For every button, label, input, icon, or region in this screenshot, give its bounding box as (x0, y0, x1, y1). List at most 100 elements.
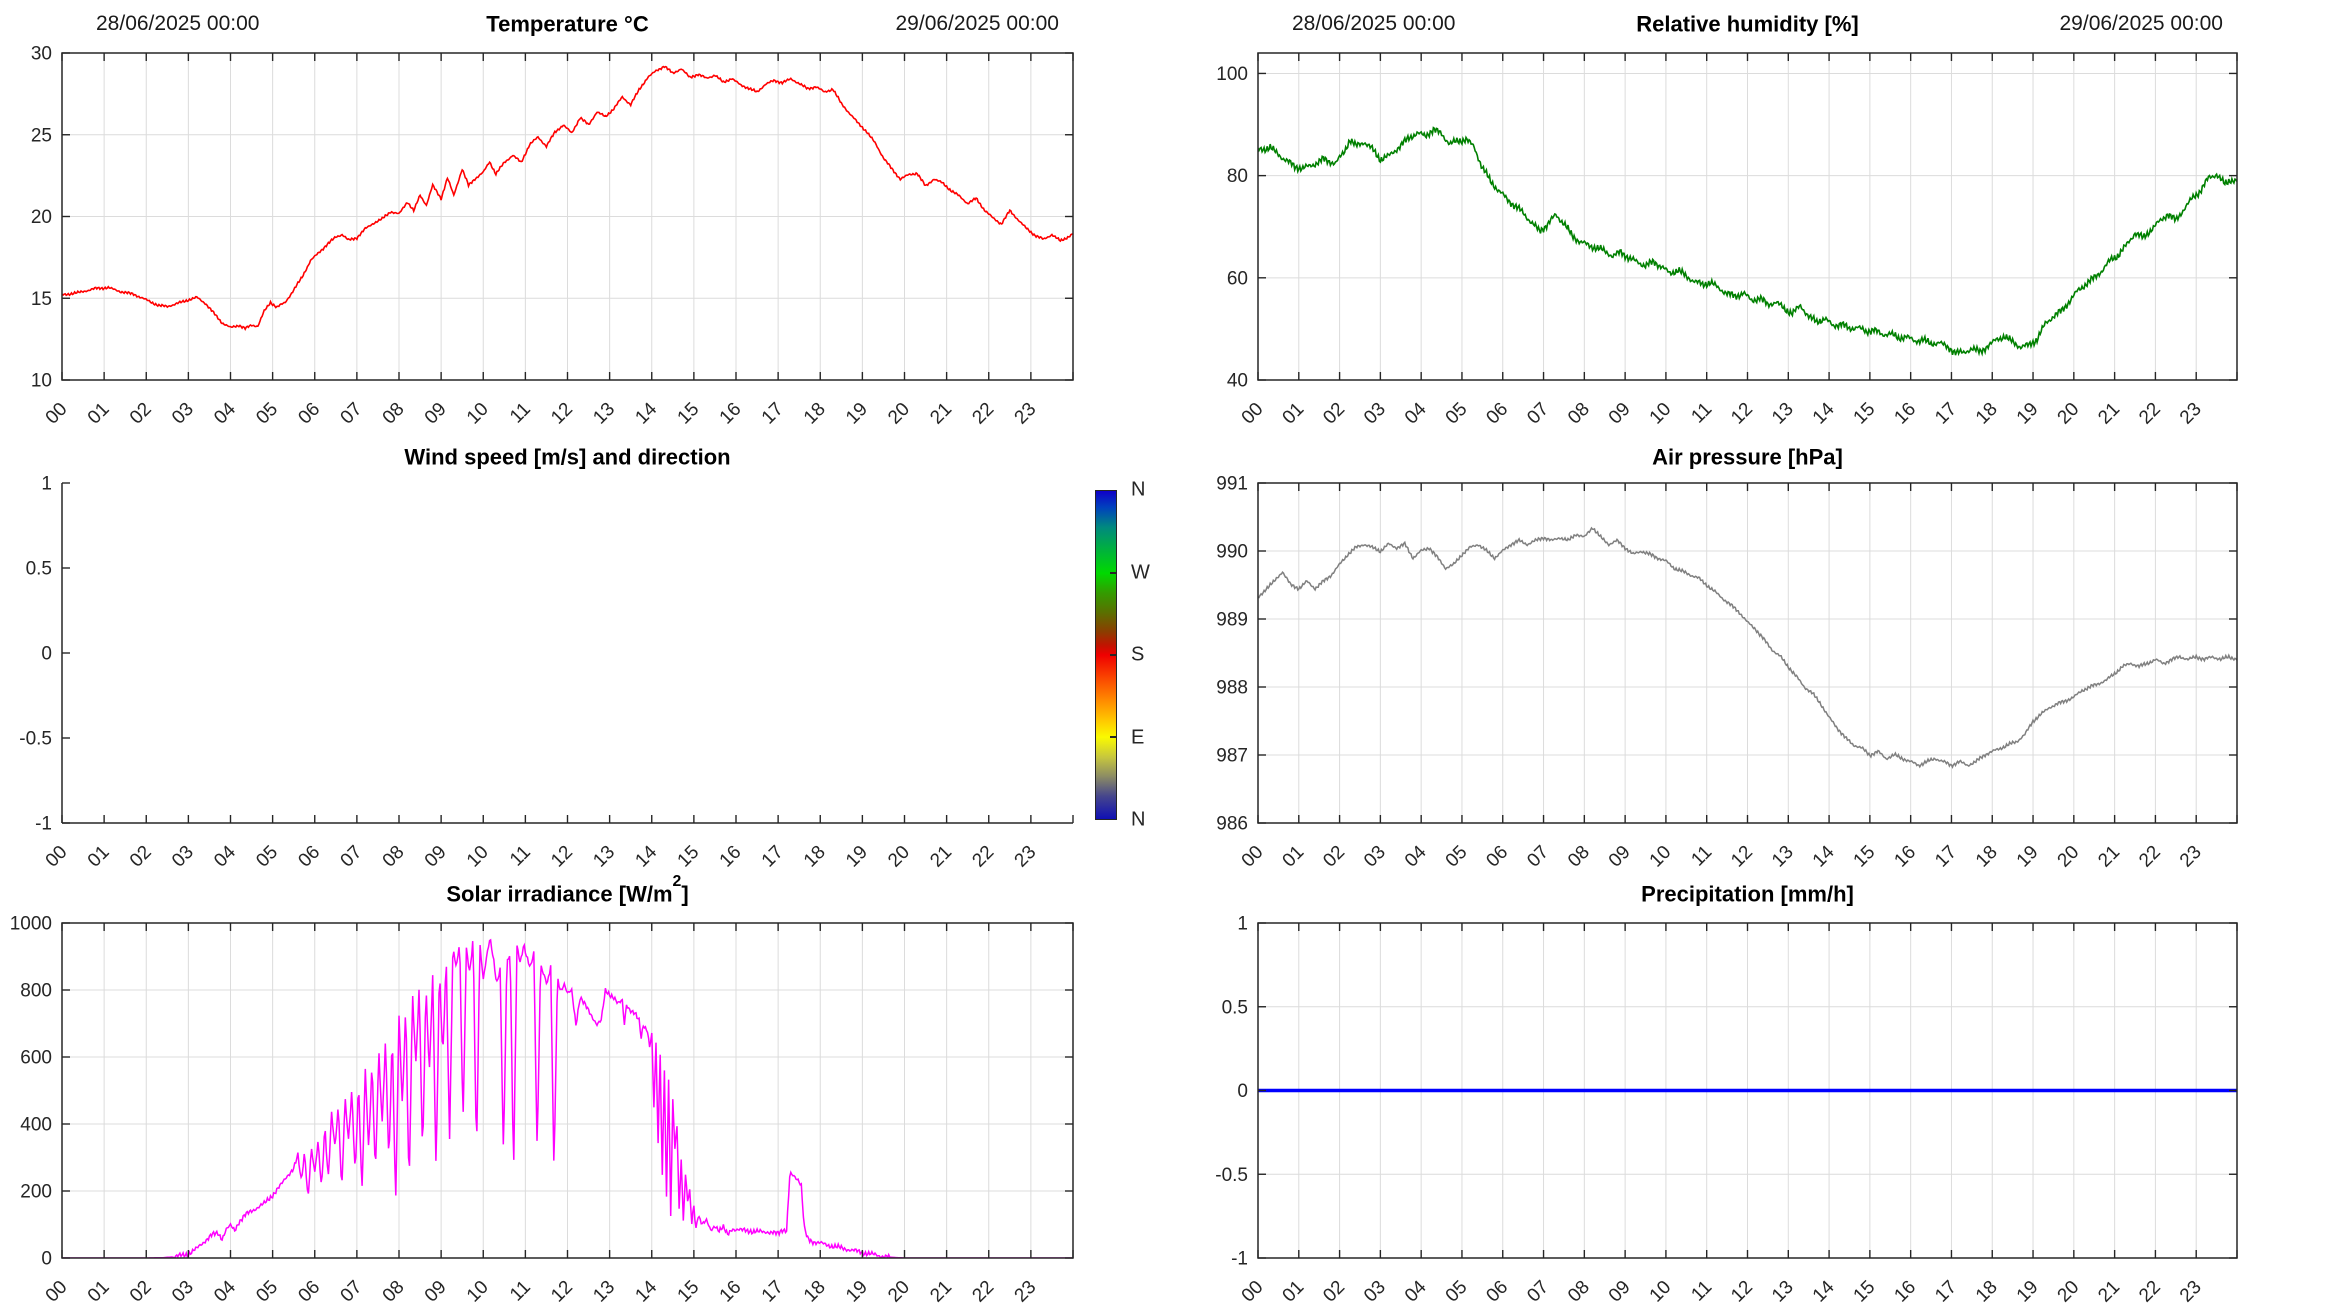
wind-axes (61, 483, 1073, 824)
svg-text:0.5: 0.5 (1222, 997, 1248, 1018)
svg-text:14: 14 (1809, 398, 1839, 428)
svg-text:100: 100 (1216, 64, 1248, 85)
svg-text:22: 22 (968, 399, 998, 429)
svg-text:07: 07 (1523, 842, 1553, 872)
svg-text:18: 18 (1972, 842, 2002, 872)
svg-text:13: 13 (589, 399, 619, 429)
svg-text:21: 21 (926, 842, 956, 872)
svg-text:02: 02 (126, 842, 156, 872)
svg-text:01: 01 (1279, 842, 1309, 872)
svg-text:14: 14 (1809, 841, 1839, 871)
svg-text:20: 20 (2054, 842, 2084, 872)
wind-y-tick-labels: -1 -0.5 0 0.5 1 (19, 474, 52, 835)
temperature-series-line (62, 65, 1073, 331)
svg-text:12: 12 (547, 842, 577, 872)
precipitation-y-tick-labels: -1 -0.5 0 0.5 1 (1215, 914, 1248, 1270)
svg-text:11: 11 (506, 399, 535, 428)
svg-text:12: 12 (1727, 842, 1757, 872)
svg-text:21: 21 (2094, 399, 2124, 429)
svg-text:13: 13 (1768, 399, 1798, 429)
svg-text:15: 15 (674, 842, 704, 872)
chart-canvas-solar: 00 01 02 03 04 05 06 07 08 09 10 11 12 13 14 15 16 17 18 19… (10, 914, 1074, 1306)
svg-text:15: 15 (1850, 842, 1880, 872)
svg-text:13: 13 (589, 842, 619, 872)
svg-text:-1: -1 (35, 814, 52, 835)
svg-text:15: 15 (674, 1277, 704, 1307)
svg-text:11: 11 (1687, 399, 1716, 428)
svg-text:1: 1 (1237, 914, 1248, 935)
svg-text:800: 800 (20, 981, 52, 1002)
svg-text:04: 04 (210, 1276, 240, 1306)
svg-text:17: 17 (758, 1277, 788, 1307)
svg-text:17: 17 (758, 399, 788, 429)
svg-text:08: 08 (1564, 1277, 1594, 1307)
svg-text:0.5: 0.5 (26, 559, 52, 580)
wind-x-tick-labels: 00 01 02 03 04 05 06 07 08 09 10 11 12 13 14 15 16 17 18 19… (42, 841, 1041, 871)
svg-text:05: 05 (252, 1277, 282, 1307)
svg-text:17: 17 (758, 842, 788, 872)
svg-text:01: 01 (84, 842, 114, 872)
svg-text:01: 01 (1279, 1277, 1309, 1307)
pressure-x-tick-labels: 00 01 02 03 04 05 06 07 08 09 10 11 12 13 14 15 16 17 18 19… (1238, 841, 2206, 871)
svg-text:00: 00 (1238, 399, 1268, 429)
humidity-x-tick-labels: 00 01 02 03 04 05 06 07 08 09 10 11 12 13 14 15 16 17 18 19… (1238, 398, 2206, 428)
solar-tick-marks (61, 922, 1074, 1259)
solar-y-tick-labels: 0 200 400 600 800 1000 (10, 914, 52, 1270)
temperature-start-date-label: 28/06/2025 00:00 (96, 12, 260, 35)
svg-text:600: 600 (20, 1048, 52, 1069)
svg-text:21: 21 (2094, 1277, 2124, 1307)
colorbar-label-E-3: E (1131, 726, 1145, 748)
svg-text:23: 23 (1011, 1277, 1041, 1307)
svg-text:02: 02 (126, 399, 156, 429)
svg-text:09: 09 (421, 399, 451, 429)
svg-text:18: 18 (800, 1277, 830, 1307)
chart-canvas-humidity: 00 01 02 03 04 05 06 07 08 09 10 11 12 13 14 15 16 17 18 19… (1216, 52, 2238, 428)
svg-text:10: 10 (463, 1277, 493, 1307)
solar-x-tick-labels: 00 01 02 03 04 05 06 07 08 09 10 11 12 13 14 15 16 17 18 19… (42, 1276, 1041, 1306)
svg-text:16: 16 (716, 1277, 746, 1307)
svg-text:10: 10 (463, 399, 493, 429)
humidity-end-date-label: 29/06/2025 00:00 (2059, 12, 2224, 35)
svg-text:14: 14 (631, 1276, 661, 1306)
humidity-y-tick-labels: 40 60 80 100 (1216, 64, 1248, 392)
svg-text:11: 11 (1687, 1277, 1716, 1306)
svg-text:19: 19 (842, 399, 872, 429)
svg-text:22: 22 (2135, 1277, 2165, 1307)
svg-text:03: 03 (168, 1277, 198, 1307)
temperature-tick-marks (61, 52, 1074, 381)
svg-text:06: 06 (1482, 1277, 1512, 1307)
svg-text:200: 200 (20, 1182, 52, 1203)
svg-text:01: 01 (84, 1277, 114, 1307)
svg-text:00: 00 (42, 1277, 72, 1307)
svg-text:991: 991 (1216, 474, 1248, 495)
humidity-tick-marks (1257, 53, 2238, 381)
chart-title-temperature: Temperature °C (486, 11, 649, 37)
colorbar-tick (1110, 572, 1116, 574)
svg-text:08: 08 (379, 399, 409, 429)
svg-text:18: 18 (1972, 1277, 2002, 1307)
pressure-gridlines (1258, 483, 2237, 823)
svg-text:18: 18 (800, 399, 830, 429)
svg-text:23: 23 (1011, 842, 1041, 872)
svg-text:22: 22 (2135, 399, 2165, 429)
svg-text:60: 60 (1227, 268, 1248, 289)
svg-text:40: 40 (1227, 371, 1248, 392)
svg-text:09: 09 (421, 842, 451, 872)
chart-canvas-wind: 00 01 02 03 04 05 06 07 08 09 10 11 12 13 14 15 16 17 18 19… (19, 474, 1074, 871)
svg-text:08: 08 (1564, 842, 1594, 872)
chart-title-wind: Wind speed [m/s] and direction (404, 444, 731, 470)
svg-text:08: 08 (1564, 399, 1594, 429)
svg-text:1: 1 (41, 474, 52, 495)
wind-direction-colorbar (1095, 490, 1117, 820)
humidity-gridlines (1258, 53, 2237, 380)
chart-title-pressure: Air pressure [hPa] (1652, 444, 1843, 470)
pressure-tick-marks (1257, 482, 2238, 824)
svg-text:06: 06 (1482, 399, 1512, 429)
temperature-x-tick-labels: 00 01 02 03 04 05 06 07 08 09 10 11 12 13 14 15 16 17 18 19… (42, 398, 1041, 428)
svg-text:21: 21 (2094, 842, 2124, 872)
svg-text:13: 13 (1768, 842, 1798, 872)
svg-text:06: 06 (1482, 842, 1512, 872)
svg-text:05: 05 (1442, 399, 1472, 429)
svg-text:19: 19 (2013, 842, 2043, 872)
